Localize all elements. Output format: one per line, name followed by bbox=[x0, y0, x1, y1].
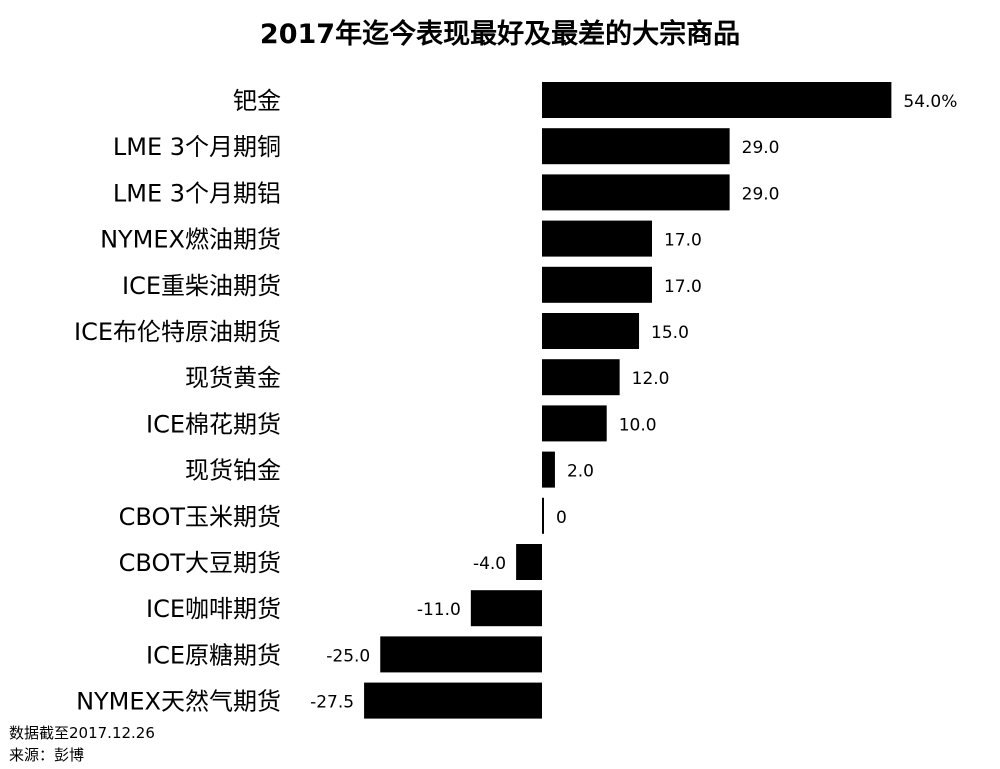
bar bbox=[542, 220, 652, 257]
source-note: 来源：彭博 bbox=[9, 746, 85, 764]
bar bbox=[516, 544, 542, 580]
bar bbox=[380, 636, 542, 673]
category-label: NYMEX天然气期货 bbox=[76, 688, 281, 716]
value-label: 2.0 bbox=[567, 462, 594, 482]
value-label: -25.0 bbox=[326, 646, 370, 666]
bar bbox=[542, 313, 640, 349]
value-label: 15.0 bbox=[651, 323, 689, 343]
category-label: ICE咖啡期货 bbox=[146, 595, 281, 623]
value-label: 29.0 bbox=[742, 138, 780, 158]
bars bbox=[364, 82, 892, 719]
category-label: ICE棉花期货 bbox=[146, 410, 281, 438]
category-labels: 钯金 LME 3个月期铜 LME 3个月期铝 NYMEX燃油期货 ICE重柴油期货 ICE… bbox=[74, 87, 281, 716]
value-labels: 54.0% 29.0 29.0 17.0 17.0 15.0 12.0 10.0 2.0 0 -4.… bbox=[310, 92, 957, 713]
bar bbox=[542, 128, 730, 165]
value-label: 12.0 bbox=[632, 369, 670, 389]
bar bbox=[542, 497, 544, 534]
chart-title: 2017年迄今表现最好及最差的大宗商品 bbox=[259, 19, 741, 50]
bar bbox=[542, 266, 652, 303]
value-label: 17.0 bbox=[664, 277, 702, 297]
data-date-note: 数据截至2017.12.26 bbox=[9, 724, 155, 742]
value-label: 0 bbox=[556, 508, 567, 528]
category-label: 现货铂金 bbox=[185, 457, 281, 485]
value-label: 17.0 bbox=[664, 231, 702, 251]
bar bbox=[470, 590, 542, 627]
value-label: 29.0 bbox=[742, 184, 780, 204]
category-label: 现货黄金 bbox=[185, 364, 281, 392]
category-label: LME 3个月期铝 bbox=[113, 179, 281, 207]
value-label: -27.5 bbox=[310, 693, 354, 713]
category-label: NYMEX燃油期货 bbox=[100, 226, 281, 254]
bar bbox=[542, 82, 892, 118]
bar bbox=[364, 682, 542, 719]
category-label: CBOT玉米期货 bbox=[119, 503, 281, 531]
value-label: -4.0 bbox=[473, 554, 506, 574]
bar bbox=[542, 451, 555, 488]
value-label: 54.0% bbox=[903, 92, 957, 112]
value-label: -11.0 bbox=[417, 600, 461, 620]
category-label: LME 3个月期铜 bbox=[113, 133, 281, 161]
bar bbox=[542, 405, 607, 442]
category-label: ICE原糖期货 bbox=[146, 641, 281, 669]
category-label: ICE重柴油期货 bbox=[122, 272, 281, 300]
bar bbox=[542, 174, 730, 211]
category-label: CBOT大豆期货 bbox=[119, 549, 281, 577]
value-label: 10.0 bbox=[619, 415, 657, 435]
bar bbox=[542, 359, 620, 396]
category-label: 钯金 bbox=[233, 87, 281, 115]
category-label: ICE布伦特原油期货 bbox=[74, 318, 281, 346]
